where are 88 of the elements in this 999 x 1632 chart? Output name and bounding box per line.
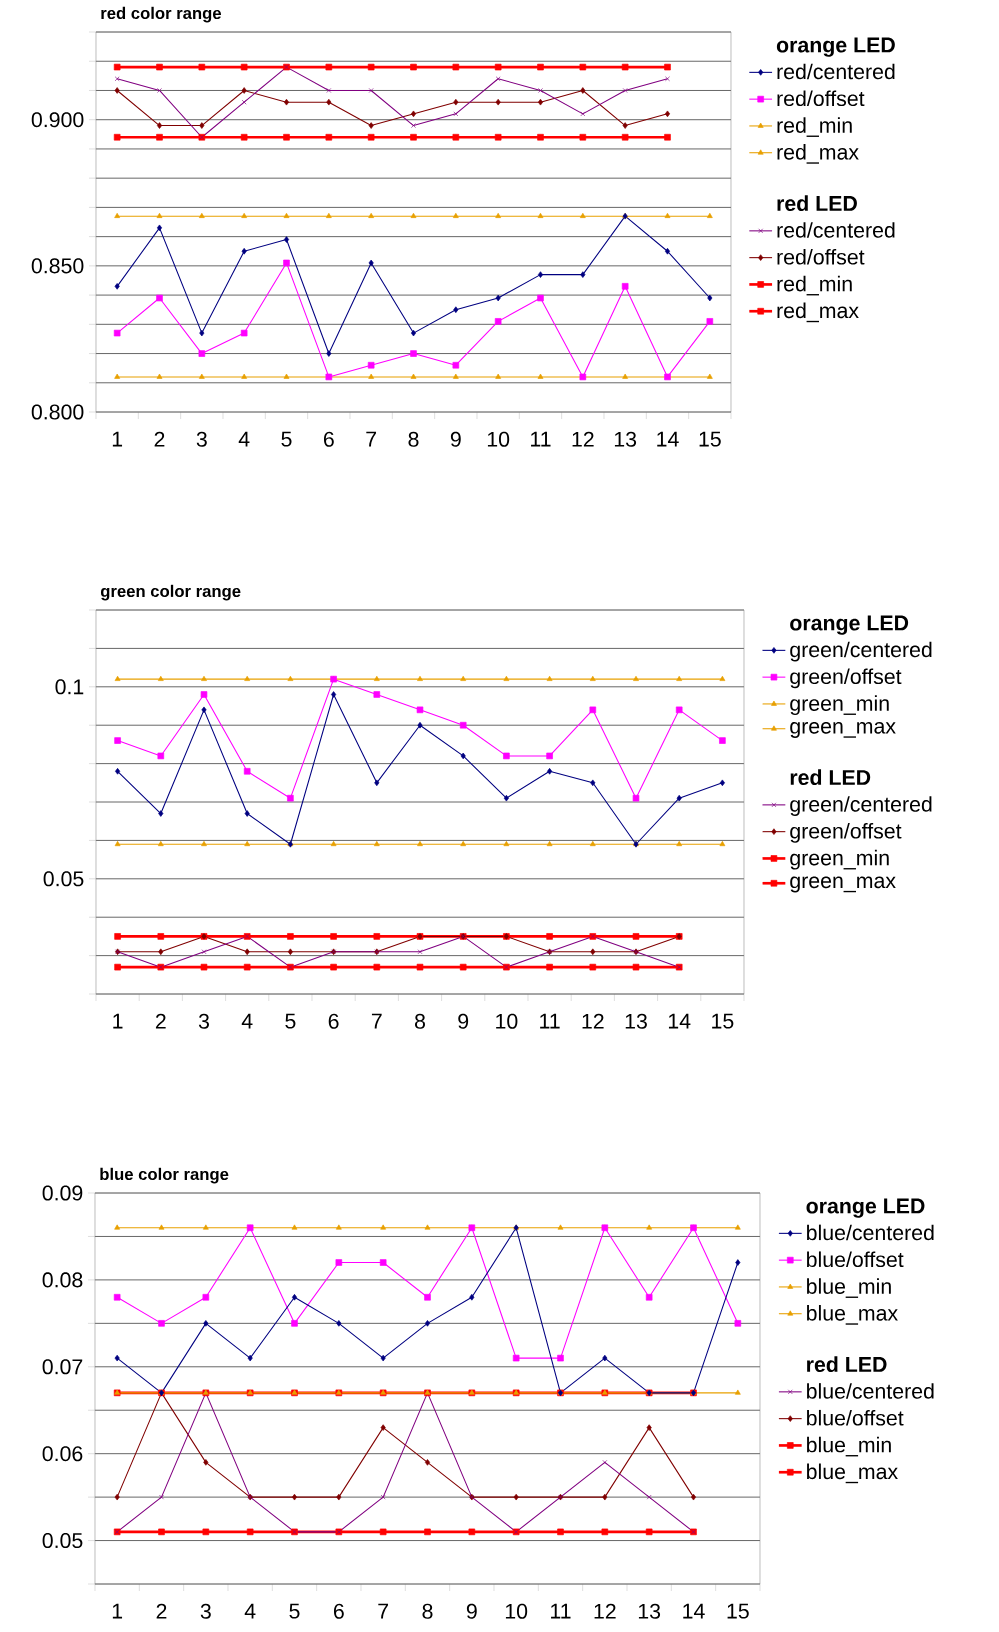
x-tick-label: 9 xyxy=(466,1603,477,1619)
legend-label: blue/centered xyxy=(807,1383,934,1399)
x-tick-label: 15 xyxy=(699,431,721,447)
legend-label: blue_min xyxy=(807,1436,891,1457)
legend-label: red/offset xyxy=(777,248,865,265)
x-tick-label: 10 xyxy=(487,431,510,447)
y-tick-label: 0.05 xyxy=(42,1533,83,1549)
y-tick-label: 0.06 xyxy=(42,1446,83,1462)
x-tick-label: 7 xyxy=(366,431,377,447)
legend-label: red_min xyxy=(777,117,852,137)
legend-label: red_min xyxy=(777,275,852,296)
x-tick-label: 5 xyxy=(285,1013,296,1029)
text: red LED xyxy=(790,769,871,786)
y-tick-label: 0.08 xyxy=(42,1272,83,1288)
legend-label: green_min xyxy=(790,695,889,716)
x-tick-label: 10 xyxy=(505,1603,528,1619)
y-tick-label: 0.800 xyxy=(31,404,84,420)
x-tick-label: 6 xyxy=(328,1013,339,1029)
x-tick-label: 4 xyxy=(241,1013,253,1029)
x-tick-label: 5 xyxy=(289,1603,300,1619)
legend-label: red/offset xyxy=(777,90,865,107)
x-tick-label: 14 xyxy=(683,1603,705,1619)
x-tick-label: 3 xyxy=(200,1603,211,1619)
y-tick-label: 0.850 xyxy=(31,258,84,274)
text: orange LED xyxy=(776,37,895,57)
x-tick-label: 4 xyxy=(238,431,250,447)
x-tick-label: 14 xyxy=(668,1013,691,1029)
legend-label: green/offset xyxy=(790,822,902,843)
x-tick-label: 1 xyxy=(112,431,123,447)
x-tick-label: 15 xyxy=(727,1603,749,1619)
legend-label: blue/centered xyxy=(807,1224,934,1241)
legend-label: blue/offset xyxy=(807,1251,904,1268)
x-tick-label: 12 xyxy=(572,431,594,447)
legend-label: green_max xyxy=(790,876,896,893)
x-tick-label: 7 xyxy=(371,1013,382,1029)
legend-label: red_max xyxy=(777,144,859,164)
text: orange LED xyxy=(790,615,909,635)
x-tick-label: 6 xyxy=(323,431,334,447)
x-tick-label: 5 xyxy=(281,431,292,447)
x-tick-label: 2 xyxy=(155,1013,166,1029)
x-tick-label: 1 xyxy=(112,1603,123,1619)
legend-label: green_min xyxy=(790,849,889,870)
x-tick-label: 8 xyxy=(414,1013,425,1029)
legend-label: green_max xyxy=(790,722,896,738)
y-tick-label: 0.900 xyxy=(31,112,84,128)
x-tick-label: 13 xyxy=(638,1603,661,1619)
legend-label: blue_max xyxy=(807,1305,898,1325)
x-tick-label: 6 xyxy=(333,1603,344,1619)
x-tick-label: 13 xyxy=(614,431,637,447)
legend-label: red_max xyxy=(777,302,859,323)
text: red LED xyxy=(807,1356,887,1372)
y-tick-label: 0.09 xyxy=(42,1185,83,1201)
legend-label: red/centered xyxy=(777,63,895,80)
x-tick-label: 10 xyxy=(496,1013,518,1029)
x-tick-label: 14 xyxy=(657,431,679,447)
legend-label: green/centered xyxy=(790,796,932,817)
x-tick-label: 3 xyxy=(198,1013,209,1029)
chart-title: green color range xyxy=(100,584,241,601)
y-tick-label: 0.05 xyxy=(43,871,84,887)
legend-label: green/offset xyxy=(790,668,902,689)
x-tick-label: 9 xyxy=(450,431,461,447)
x-tick-label: 12 xyxy=(582,1013,604,1029)
x-tick-label: 1 xyxy=(113,1013,123,1029)
x-tick-label: 7 xyxy=(378,1603,389,1619)
x-tick-label: 9 xyxy=(458,1013,469,1029)
text: red LED xyxy=(777,195,857,211)
legend-label: blue_min xyxy=(807,1278,891,1298)
x-tick-label: 11 xyxy=(531,431,551,447)
x-tick-label: 2 xyxy=(156,1603,167,1619)
chart-title: red color range xyxy=(101,6,222,23)
y-tick-label: 0.07 xyxy=(42,1359,83,1375)
x-tick-label: 13 xyxy=(625,1013,647,1029)
x-tick-label: 8 xyxy=(408,431,419,447)
y-tick-label: 0.1 xyxy=(55,679,84,695)
legend-label: blue_max xyxy=(807,1463,898,1484)
x-tick-label: 8 xyxy=(422,1603,433,1619)
x-tick-label: 11 xyxy=(551,1603,571,1619)
chart-title: blue color range xyxy=(100,1167,229,1184)
x-tick-label: 15 xyxy=(712,1013,734,1029)
x-tick-label: 4 xyxy=(244,1603,256,1619)
legend-label: green/centered xyxy=(790,641,932,662)
x-tick-label: 11 xyxy=(540,1013,560,1029)
text: orange LED xyxy=(806,1198,925,1218)
legend-label: blue/offset xyxy=(807,1409,904,1426)
x-tick-label: 2 xyxy=(154,431,165,447)
legend-label: red/centered xyxy=(777,222,895,238)
x-tick-label: 12 xyxy=(594,1603,616,1619)
x-tick-label: 3 xyxy=(196,431,207,447)
